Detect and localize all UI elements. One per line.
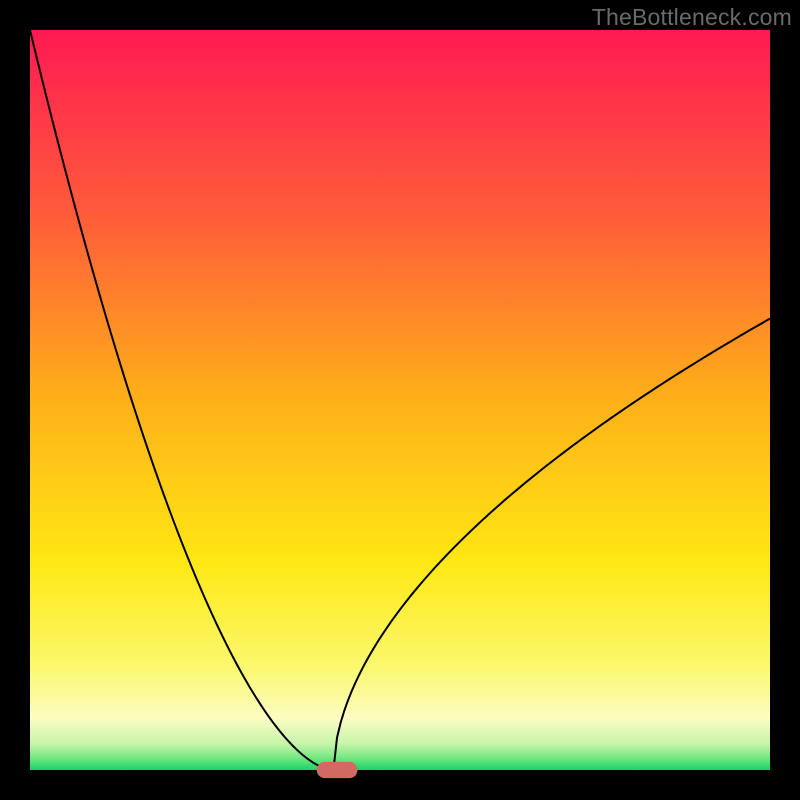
plot-background [30, 30, 770, 770]
watermark-text: TheBottleneck.com [592, 4, 792, 31]
bottleneck-chart [0, 0, 800, 800]
bottleneck-marker [317, 762, 358, 778]
chart-container: TheBottleneck.com [0, 0, 800, 800]
